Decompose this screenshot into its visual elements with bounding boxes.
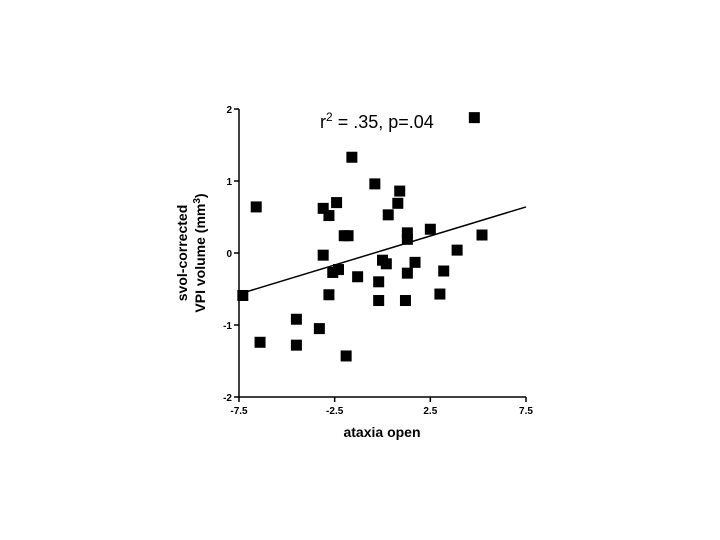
data-point: [352, 271, 364, 283]
data-point: [424, 223, 436, 235]
x-tick-label: -7.5: [230, 406, 248, 417]
y-ticks: -2 -1 0 1 2: [223, 105, 239, 404]
data-point: [332, 264, 344, 276]
data-point: [317, 202, 329, 214]
x-tick-label: 7.5: [519, 406, 533, 417]
data-point: [342, 230, 354, 242]
data-point: [290, 339, 302, 351]
data-point: [399, 295, 411, 307]
y-tick-label: -2: [223, 393, 232, 404]
axes: [238, 109, 526, 398]
y-axis-title-line2: VPI volume (mm3): [192, 193, 208, 312]
data-point: [313, 323, 325, 335]
data-point: [401, 233, 413, 245]
data-point: [290, 313, 302, 325]
data-point: [346, 151, 358, 163]
data-point: [254, 336, 266, 348]
regression-line: [238, 206, 527, 295]
y-tick-label: 2: [226, 105, 232, 116]
data-point: [401, 267, 413, 279]
x-ticks: -7.5 -2.5 2.5 7.5: [230, 397, 533, 417]
x-axis-title: ataxia open: [343, 424, 420, 440]
data-point: [373, 295, 385, 307]
data-point: [237, 289, 249, 301]
y-tick-label: -1: [223, 321, 232, 332]
data-point: [409, 256, 421, 268]
y-tick-label: 0: [226, 249, 232, 260]
data-point: [382, 209, 394, 221]
data-point: [340, 350, 352, 362]
data-point: [331, 197, 343, 209]
data-point: [369, 178, 381, 190]
data-point: [401, 227, 413, 239]
data-point: [317, 249, 329, 261]
x-tick-label: -2.5: [326, 406, 344, 417]
data-point: [468, 112, 480, 124]
data-point: [451, 244, 463, 256]
data-point: [380, 258, 392, 270]
data-point: [394, 185, 406, 197]
y-axis-title-line1: svol-corrected: [174, 205, 190, 301]
y-tick-label: 1: [226, 177, 232, 188]
data-point: [323, 210, 335, 222]
data-point: [327, 266, 339, 278]
data-point: [323, 289, 335, 301]
data-point: [392, 197, 404, 209]
data-points: [237, 112, 488, 362]
data-point: [250, 201, 262, 213]
x-tick-label: 2.5: [423, 406, 437, 417]
data-point: [373, 276, 385, 288]
data-point: [434, 288, 446, 300]
data-point: [476, 229, 488, 241]
data-point: [438, 265, 450, 277]
correlation-annotation: r2 = .35, p=.04: [320, 110, 434, 132]
